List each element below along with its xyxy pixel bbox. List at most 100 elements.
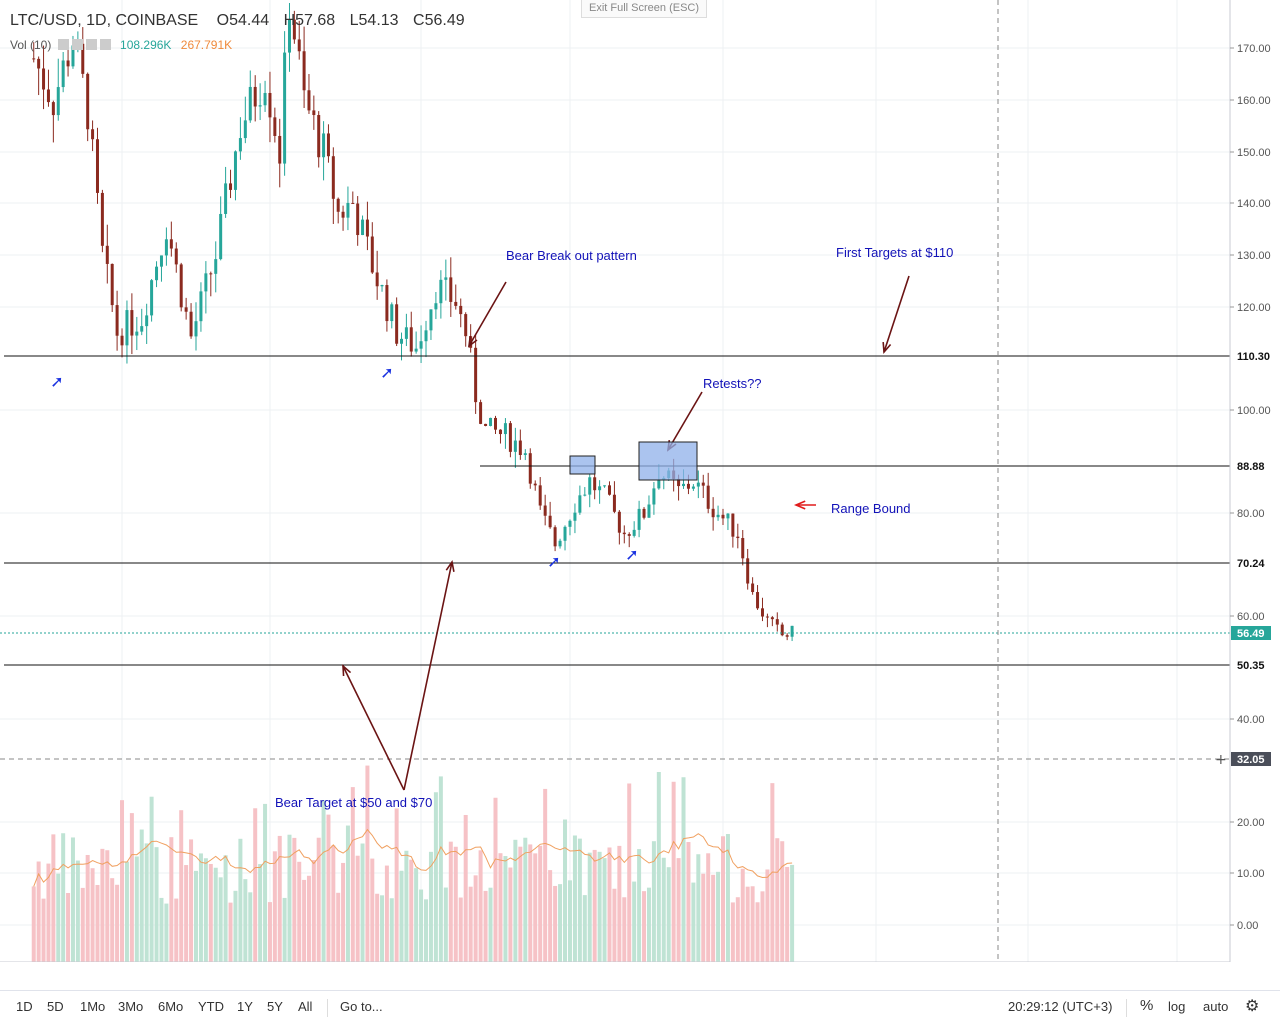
last-price-badge[interactable]: 56.49 <box>1237 628 1265 640</box>
range-6mo[interactable]: 6Mo <box>158 999 184 1014</box>
price-axis[interactable]: 170.00 160.00 150.00 140.00 130.00 120.00 100.… <box>1215 0 1280 962</box>
close-icon[interactable] <box>99 39 111 50</box>
plus-icon[interactable] <box>85 39 97 50</box>
range-5y[interactable]: 5Y <box>267 999 283 1014</box>
volume-bar <box>144 843 149 962</box>
annotation-bear-break-out[interactable]: Bear Break out pattern <box>506 248 637 263</box>
arrow-bear-target-70[interactable] <box>403 561 453 791</box>
volume-bar <box>213 867 218 962</box>
volume-bar <box>336 892 341 962</box>
volume-bar <box>149 796 154 962</box>
volume-bar <box>543 788 548 962</box>
candle-body <box>528 453 532 484</box>
candle-body <box>760 608 764 617</box>
candle-body <box>233 151 237 190</box>
volume-bar <box>316 837 321 962</box>
candle-body <box>785 635 789 637</box>
volume-bar <box>208 863 213 962</box>
volume-bar <box>473 875 478 962</box>
ohlc-close: C56.49 <box>413 12 465 29</box>
candle-body <box>677 478 681 487</box>
volume-label[interactable]: Vol (10) <box>10 38 52 52</box>
candle-body <box>657 479 661 489</box>
volume-bar <box>706 853 711 962</box>
ohlc-high: H57.68 <box>283 12 336 29</box>
log-toggle[interactable]: log <box>1168 999 1186 1014</box>
gear-icon[interactable]: ⚙ <box>1245 998 1260 1015</box>
volume-bar <box>468 886 473 962</box>
level-badge[interactable]: 88.88 <box>1237 461 1265 473</box>
clock: 20:29:12 (UTC+3) <box>1008 999 1113 1014</box>
candle-body <box>155 266 159 281</box>
volume-bar <box>31 886 36 962</box>
volume-bar <box>169 837 174 962</box>
eye-icon[interactable] <box>57 39 69 50</box>
range-1d[interactable]: 1D <box>16 999 33 1014</box>
level-badge[interactable]: 70.24 <box>1237 558 1265 570</box>
chart-header: LTC/USD, 1D, COINBASE O54.44 H57.68 L54.… <box>10 12 475 30</box>
volume-bar <box>258 864 263 962</box>
annotation-range-bound[interactable]: Range Bound <box>831 501 911 516</box>
volume-bar <box>238 838 243 962</box>
settings-icon[interactable] <box>71 39 83 50</box>
volume-bar <box>646 887 651 962</box>
candle-body <box>243 120 247 139</box>
volume-bar <box>577 838 582 962</box>
auto-toggle[interactable]: auto <box>1203 999 1229 1014</box>
volume-bar <box>607 847 612 962</box>
goto-button[interactable]: Go to... <box>340 999 383 1014</box>
candle-body <box>484 423 488 426</box>
annotation-first-targets[interactable]: First Targets at $110 <box>836 245 953 260</box>
arrow-first-targets[interactable] <box>883 275 910 353</box>
volume-bar <box>414 868 419 962</box>
volume-bar <box>110 878 115 962</box>
range-ytd[interactable]: YTD <box>198 999 224 1014</box>
price-chart[interactable]: Bear Break out pattern First Targets at $… <box>0 0 1280 962</box>
annotation-bear-target[interactable]: Bear Target at $50 and $70 <box>275 795 432 810</box>
volume-bar <box>538 845 543 962</box>
retest-box-large[interactable] <box>638 441 698 481</box>
candle-body <box>790 625 794 637</box>
level-badge[interactable]: 110.30 <box>1237 351 1270 363</box>
candle-body <box>404 327 408 339</box>
arrow-retests[interactable] <box>667 391 703 451</box>
arrow-range-bound-head <box>793 500 806 510</box>
symbol-title[interactable]: LTC/USD, 1D, COINBASE <box>10 12 199 29</box>
candle-body <box>214 259 218 274</box>
candle-body <box>494 417 497 430</box>
range-3mo[interactable]: 3Mo <box>118 999 144 1014</box>
candle-body <box>145 315 149 327</box>
candle-body <box>86 73 90 130</box>
grid-lines <box>0 0 1230 962</box>
exit-fullscreen-button[interactable]: Exit Full Screen (ESC) <box>581 0 707 18</box>
volume-bar <box>666 867 671 962</box>
volume-bar <box>725 834 730 962</box>
annotations[interactable]: Bear Break out pattern First Targets at $… <box>50 245 953 810</box>
range-1mo[interactable]: 1Mo <box>80 999 106 1014</box>
candle-body <box>100 192 104 246</box>
volume-bar <box>716 871 721 962</box>
volume-bar <box>438 776 443 962</box>
arrow-bear-target-50[interactable] <box>342 665 405 791</box>
arrow-bear-break-out[interactable] <box>468 281 507 347</box>
candle-body <box>253 86 257 107</box>
divider <box>327 999 328 1017</box>
candle-body <box>701 482 705 486</box>
candle-body <box>194 321 198 337</box>
volume-bar <box>745 886 750 962</box>
range-5d[interactable]: 5D <box>47 999 64 1014</box>
range-1y[interactable]: 1Y <box>237 999 253 1014</box>
annotation-retests[interactable]: Retests?? <box>703 376 762 391</box>
crosshair-plus-icon[interactable]: + <box>1215 752 1227 768</box>
volume-bar <box>424 899 429 962</box>
level-badge[interactable]: 50.35 <box>1237 660 1265 672</box>
percent-toggle[interactable]: % <box>1140 997 1154 1014</box>
candle-body <box>105 245 109 264</box>
crosshair-price-badge[interactable]: 32.05 <box>1237 754 1265 766</box>
range-all[interactable]: All <box>298 999 313 1014</box>
volume-bar <box>443 887 448 962</box>
horizontal-levels[interactable] <box>0 0 1230 962</box>
retest-box-small[interactable] <box>569 455 596 475</box>
candle-body <box>538 485 542 506</box>
candle-body <box>598 486 602 491</box>
